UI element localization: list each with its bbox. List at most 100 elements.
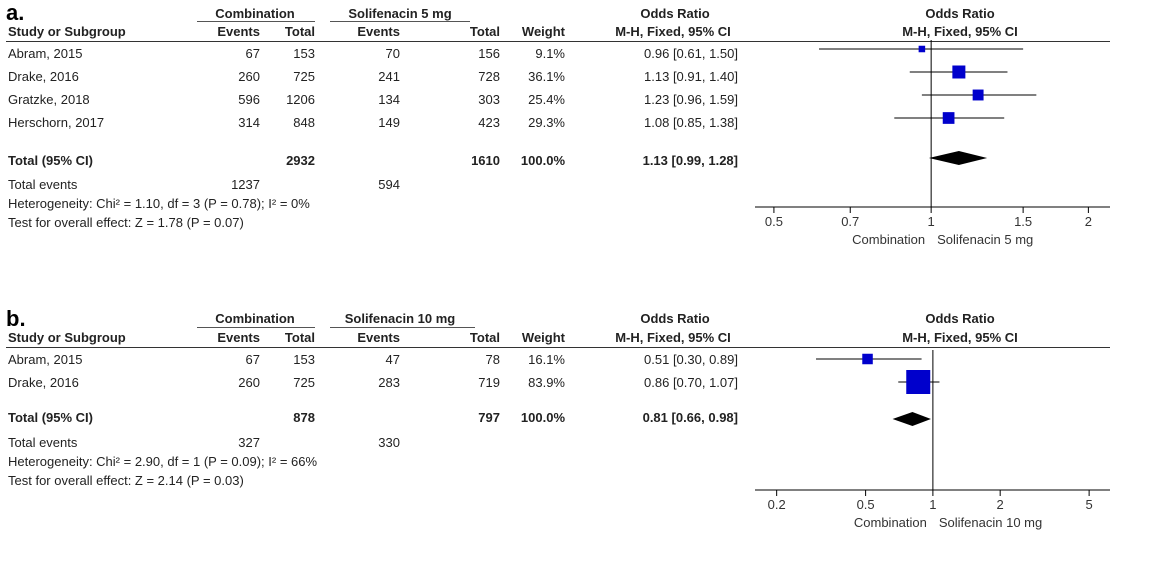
ci-text: 0.86 [0.70, 1.07] (644, 375, 738, 390)
group1-header-b: Combination (215, 311, 295, 326)
total-ci-text: 0.81 [0.66, 0.98] (642, 410, 738, 425)
or-title-right-a: Odds Ratio (925, 6, 995, 21)
study-marker (918, 45, 926, 53)
weight: 16.1% (528, 352, 565, 367)
total-events1: 1237 (231, 177, 260, 192)
pooled-diamond (892, 412, 931, 426)
ci-text: 0.51 [0.30, 0.89] (644, 352, 738, 367)
col-events2-header-a: Events (357, 24, 400, 39)
col-method-left-b: M-H, Fixed, 95% CI (615, 330, 731, 345)
group2-underline-b (330, 327, 475, 328)
heterogeneity-text: Heterogeneity: Chi² = 2.90, df = 1 (P = … (8, 454, 318, 469)
panel-label-b: b. (6, 306, 26, 331)
heterogeneity-text: Heterogeneity: Chi² = 1.10, df = 3 (P = … (8, 196, 310, 211)
study-marker (942, 112, 955, 124)
pooled-diamond (928, 151, 988, 165)
x-tick-label: 5 (1086, 497, 1093, 512)
x-tick-label: 2 (997, 497, 1004, 512)
col-method-right-b: M-H, Fixed, 95% CI (902, 330, 1018, 345)
group1-underline-b (197, 327, 315, 328)
weight: 36.1% (528, 69, 565, 84)
total-events-label: Total events (8, 177, 78, 192)
total1: 153 (293, 352, 315, 367)
col-study-header-a: Study or Subgroup (8, 24, 126, 39)
study-name: Drake, 2016 (8, 69, 79, 84)
total1: 2932 (286, 153, 315, 168)
events2: 149 (378, 115, 400, 130)
total1: 1206 (286, 92, 315, 107)
col-study-header-b: Study or Subgroup (8, 330, 126, 345)
study-marker (906, 370, 931, 394)
col-total2-header-b: Total (469, 330, 500, 345)
ci-text: 0.96 [0.61, 1.50] (644, 46, 738, 61)
events1: 314 (238, 115, 260, 130)
overall-effect-text: Test for overall effect: Z = 2.14 (P = 0… (8, 473, 244, 488)
total1: 725 (293, 69, 315, 84)
col-method-left-a: M-H, Fixed, 95% CI (615, 24, 731, 39)
total-events2: 594 (378, 177, 400, 192)
study-name: Gratzke, 2018 (8, 92, 90, 107)
events2: 134 (378, 92, 400, 107)
weight: 9.1% (535, 46, 565, 61)
study-marker (862, 353, 873, 365)
events1: 260 (238, 69, 260, 84)
total2: 78 (485, 352, 500, 367)
total1: 848 (293, 115, 315, 130)
total-ci-text: 1.13 [0.99, 1.28] (642, 153, 738, 168)
total-events-label: Total events (8, 435, 78, 450)
ci-text: 1.08 [0.85, 1.38] (644, 115, 738, 130)
weight: 29.3% (528, 115, 565, 130)
col-events2-header-b: Events (357, 330, 400, 345)
total1: 153 (293, 46, 315, 61)
col-events1-header-b: Events (217, 330, 260, 345)
or-title-right-b: Odds Ratio (925, 311, 995, 326)
col-total2-header-a: Total (469, 24, 500, 39)
study-marker (972, 89, 984, 101)
overall-effect-text: Test for overall effect: Z = 1.78 (P = 0… (8, 215, 244, 230)
ci-text: 1.13 [0.91, 1.40] (644, 69, 738, 84)
forest-plot-a: 0.5 0.7 1 1.5 2 Combination Solifenacin 5 mg (755, 40, 1110, 247)
total1: 725 (293, 375, 315, 390)
forest-plot-b: 0.2 0.5 1 2 5 Combination Solifenacin 10 mg (755, 350, 1110, 530)
total2: 156 (478, 46, 500, 61)
x-tick-label: 1.5 (1014, 214, 1032, 229)
col-weight-header-a: Weight (521, 24, 565, 39)
group2-header-b: Solifenacin 10 mg (344, 311, 456, 326)
group2-underline-a (330, 21, 470, 22)
study-name: Drake, 2016 (8, 375, 79, 390)
events1: 260 (238, 375, 260, 390)
col-method-right-a: M-H, Fixed, 95% CI (902, 24, 1018, 39)
study-name: Herschorn, 2017 (8, 115, 105, 130)
or-title-left-a: Odds Ratio (640, 6, 710, 21)
x-tick-label: 1 (928, 214, 935, 229)
total2: 728 (478, 69, 500, 84)
col-total1-header-a: Total (284, 24, 315, 39)
study-marker (952, 65, 966, 79)
events2: 283 (378, 375, 400, 390)
col-weight-header-b: Weight (521, 330, 565, 345)
col-total1-header-b: Total (284, 330, 315, 345)
events1: 67 (245, 352, 260, 367)
group1-header-a: Combination (215, 6, 295, 21)
favours-right-label: Solifenacin 10 mg (939, 515, 1042, 530)
total1: 878 (293, 410, 315, 425)
weight: 25.4% (528, 92, 565, 107)
total-label: Total (95% CI) (8, 153, 93, 168)
events2: 47 (385, 352, 400, 367)
x-tick-label: 0.5 (765, 214, 783, 229)
favours-left-label: Combination (852, 232, 925, 247)
total2: 423 (478, 115, 500, 130)
weight: 83.9% (528, 375, 565, 390)
events1: 67 (245, 46, 260, 61)
total-label: Total (95% CI) (8, 410, 93, 425)
total-weight: 100.0% (520, 410, 565, 425)
study-name: Abram, 2015 (8, 352, 83, 367)
x-tick-label: 0.5 (857, 497, 875, 512)
x-tick-label: 0.7 (841, 214, 859, 229)
events2: 241 (378, 69, 400, 84)
x-tick-label: 1 (929, 497, 936, 512)
total2: 1610 (471, 153, 500, 168)
group1-underline-a (197, 21, 315, 22)
group2-header-a: Solifenacin 5 mg (348, 6, 452, 21)
ci-text: 1.23 [0.96, 1.59] (644, 92, 738, 107)
